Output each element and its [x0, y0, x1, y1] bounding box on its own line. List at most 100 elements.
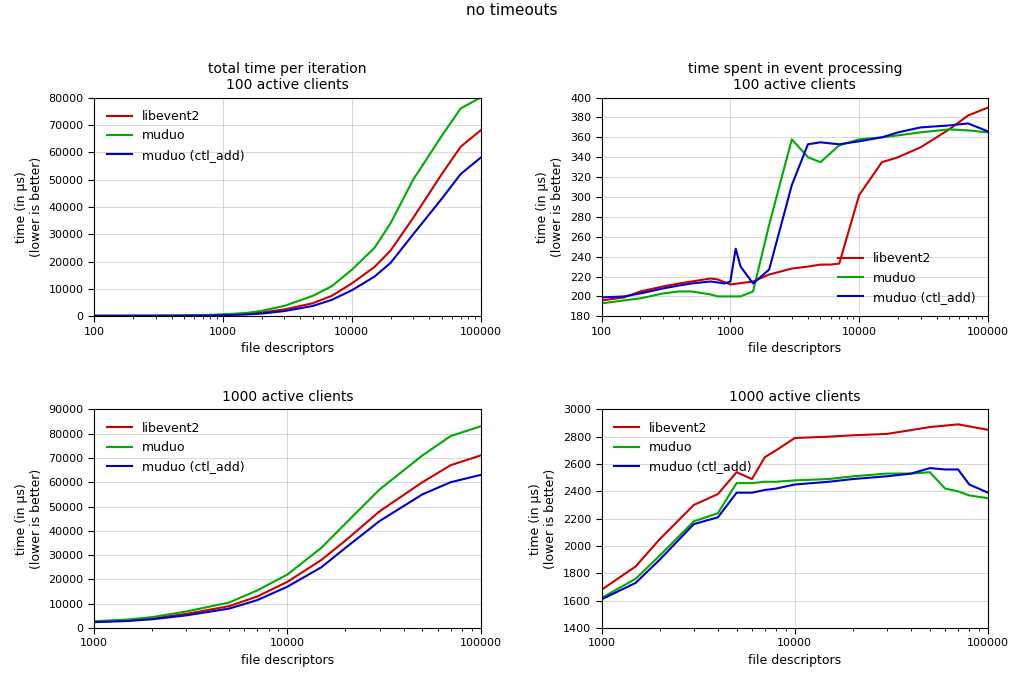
muduo	[345, 266, 357, 274]
muduo	[943, 125, 955, 134]
muduo (ctl_add)	[444, 478, 457, 486]
muduo	[223, 598, 236, 606]
muduo	[326, 282, 338, 291]
muduo	[339, 520, 351, 528]
libevent2	[745, 475, 758, 483]
muduo	[905, 469, 918, 477]
libevent2	[687, 501, 699, 509]
X-axis label: file descriptors: file descriptors	[749, 654, 842, 667]
libevent2	[802, 263, 814, 271]
libevent2	[712, 276, 724, 284]
muduo (ctl_add)	[345, 286, 357, 295]
Line: libevent2: libevent2	[601, 108, 988, 300]
libevent2	[315, 556, 328, 564]
libevent2	[384, 247, 396, 255]
muduo	[814, 158, 826, 166]
muduo (ctl_add)	[834, 140, 846, 149]
Legend: libevent2, muduo, muduo (ctl_add): libevent2, muduo, muduo (ctl_add)	[608, 415, 758, 479]
muduo (ctl_add)	[256, 310, 268, 318]
libevent2	[724, 280, 736, 288]
libevent2	[824, 261, 837, 269]
muduo (ctl_add)	[914, 123, 927, 132]
libevent2	[822, 432, 835, 441]
muduo	[730, 479, 742, 487]
muduo (ctl_add)	[315, 563, 328, 572]
X-axis label: file descriptors: file descriptors	[241, 342, 334, 355]
muduo	[127, 312, 139, 320]
Legend: libevent2, muduo, muduo (ctl_add): libevent2, muduo, muduo (ctl_add)	[100, 104, 251, 168]
muduo	[834, 141, 846, 149]
muduo	[876, 133, 888, 141]
libevent2	[474, 451, 486, 460]
libevent2	[326, 292, 338, 300]
libevent2	[712, 490, 724, 498]
Line: muduo (ctl_add): muduo (ctl_add)	[94, 475, 480, 622]
muduo (ctl_add)	[408, 231, 420, 239]
muduo	[315, 544, 328, 552]
muduo (ctl_add)	[718, 280, 730, 288]
libevent2	[217, 311, 229, 319]
muduo (ctl_add)	[814, 138, 826, 147]
Line: muduo (ctl_add): muduo (ctl_add)	[601, 123, 988, 297]
muduo (ctl_add)	[802, 140, 814, 149]
muduo (ctl_add)	[240, 310, 252, 318]
muduo (ctl_add)	[943, 121, 955, 130]
libevent2	[982, 426, 994, 434]
muduo	[416, 451, 428, 460]
muduo	[653, 552, 666, 560]
libevent2	[88, 618, 100, 626]
libevent2	[834, 260, 846, 268]
muduo (ctl_add)	[111, 312, 123, 320]
muduo	[802, 153, 814, 162]
muduo	[881, 469, 893, 477]
muduo (ctl_add)	[853, 137, 865, 145]
muduo (ctl_add)	[197, 312, 209, 320]
muduo	[770, 477, 782, 486]
muduo (ctl_add)	[687, 520, 699, 529]
libevent2	[763, 271, 775, 279]
muduo (ctl_add)	[474, 471, 486, 479]
muduo (ctl_add)	[653, 556, 666, 564]
libevent2	[369, 263, 381, 271]
muduo	[724, 293, 736, 301]
Title: total time per iteration
100 active clients: total time per iteration 100 active clie…	[208, 62, 367, 92]
muduo (ctl_add)	[146, 615, 159, 623]
muduo	[982, 128, 994, 136]
libevent2	[178, 312, 190, 320]
muduo	[745, 479, 758, 487]
libevent2	[223, 602, 236, 610]
muduo (ctl_add)	[88, 618, 100, 626]
muduo (ctl_add)	[745, 488, 758, 496]
libevent2	[111, 312, 123, 320]
Line: muduo (ctl_add): muduo (ctl_add)	[601, 468, 988, 599]
muduo (ctl_add)	[384, 259, 396, 267]
muduo (ctl_add)	[282, 582, 294, 591]
muduo	[282, 570, 294, 578]
libevent2	[251, 593, 263, 601]
muduo (ctl_add)	[962, 119, 974, 128]
libevent2	[952, 420, 965, 428]
libevent2	[881, 430, 893, 438]
muduo	[634, 295, 646, 303]
libevent2	[924, 423, 936, 431]
libevent2	[685, 278, 697, 286]
muduo	[630, 575, 642, 583]
libevent2	[746, 278, 759, 286]
libevent2	[197, 311, 209, 319]
muduo	[240, 309, 252, 317]
Line: muduo (ctl_add): muduo (ctl_add)	[94, 158, 480, 316]
libevent2	[814, 261, 826, 269]
libevent2	[279, 306, 291, 314]
muduo	[785, 135, 798, 143]
muduo	[964, 491, 976, 499]
libevent2	[914, 143, 927, 151]
muduo	[166, 312, 178, 320]
muduo (ctl_add)	[122, 617, 134, 625]
muduo	[924, 468, 936, 476]
muduo	[618, 296, 631, 304]
Title: 1000 active clients: 1000 active clients	[221, 390, 353, 404]
muduo (ctl_add)	[982, 488, 994, 496]
muduo	[595, 299, 607, 308]
muduo (ctl_add)	[724, 278, 736, 286]
libevent2	[630, 563, 642, 571]
